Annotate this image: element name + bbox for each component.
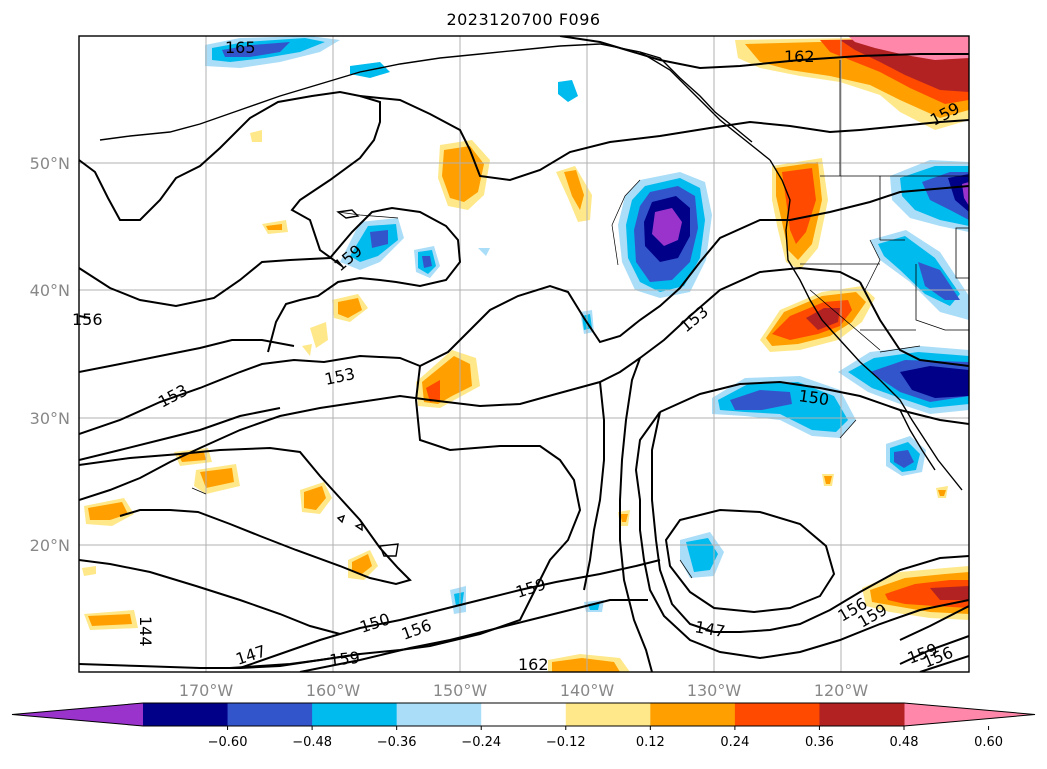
lon-label: 130°W [687, 681, 742, 700]
contour-label: 162 [784, 47, 815, 66]
colorbar-segment [565, 703, 651, 726]
colorbar-tick-label: 0.24 [720, 735, 749, 750]
colorbar-tick-label: −0.36 [377, 735, 417, 750]
lat-label: 40°N [30, 281, 70, 300]
colorbar-segment [650, 703, 736, 726]
colorbar-segment [143, 703, 229, 726]
lon-label: 160°W [306, 681, 361, 700]
lat-label: 20°N [30, 536, 70, 555]
colorbar-segment [481, 703, 567, 726]
map-title: 2023120700 F096 [446, 10, 601, 29]
lon-label: 150°W [433, 681, 488, 700]
colorbar-segment [734, 703, 820, 726]
contour-label: 162 [518, 655, 549, 674]
contour-label: 144 [136, 616, 155, 647]
latitude-labels: 50°N 40°N 30°N 20°N [30, 154, 70, 555]
graticule [79, 36, 969, 672]
colorbar-tick-label: 0.48 [890, 735, 919, 750]
anomaly-fills [82, 36, 969, 672]
colorbar-outline [11, 702, 1036, 727]
contour-label: 150 [797, 386, 830, 409]
contour-label: 156 [72, 310, 103, 329]
height-contours [79, 36, 969, 672]
lat-label: 30°N [30, 409, 70, 428]
colorbar-tick-label: −0.48 [292, 735, 332, 750]
colorbar-segment [396, 703, 482, 726]
colorbar-tick-label: 0.60 [974, 735, 1003, 750]
longitude-labels: 170°W 160°W 150°W 140°W 130°W 120°W [179, 681, 869, 700]
colorbar: −0.60 −0.48 −0.36 −0.24 −0.12 0.12 0.24 0.36 0.4… [11, 702, 1036, 750]
lon-label: 120°W [814, 681, 869, 700]
colorbar-tick-label: 0.36 [805, 735, 834, 750]
anomaly-outlines [191, 179, 921, 579]
contour-label: 159 [328, 648, 360, 670]
colorbar-segment [312, 703, 398, 726]
map-frame [78, 35, 970, 673]
contour-label: 165 [225, 38, 256, 57]
colorbar-tick-label: −0.60 [208, 735, 248, 750]
colorbar-extend-max [904, 703, 1035, 726]
colorbar-tick-label: −0.12 [546, 735, 586, 750]
colorbar-segment [227, 703, 313, 726]
colorbar-tick-label: 0.12 [636, 735, 665, 750]
colorbar-segment [819, 703, 905, 726]
lat-label: 50°N [30, 154, 70, 173]
state-borders [800, 60, 969, 351]
lon-label: 170°W [179, 681, 234, 700]
colorbar-extend-min [12, 703, 143, 726]
colorbar-tick-label: −0.24 [461, 735, 501, 750]
lon-label: 140°W [560, 681, 615, 700]
